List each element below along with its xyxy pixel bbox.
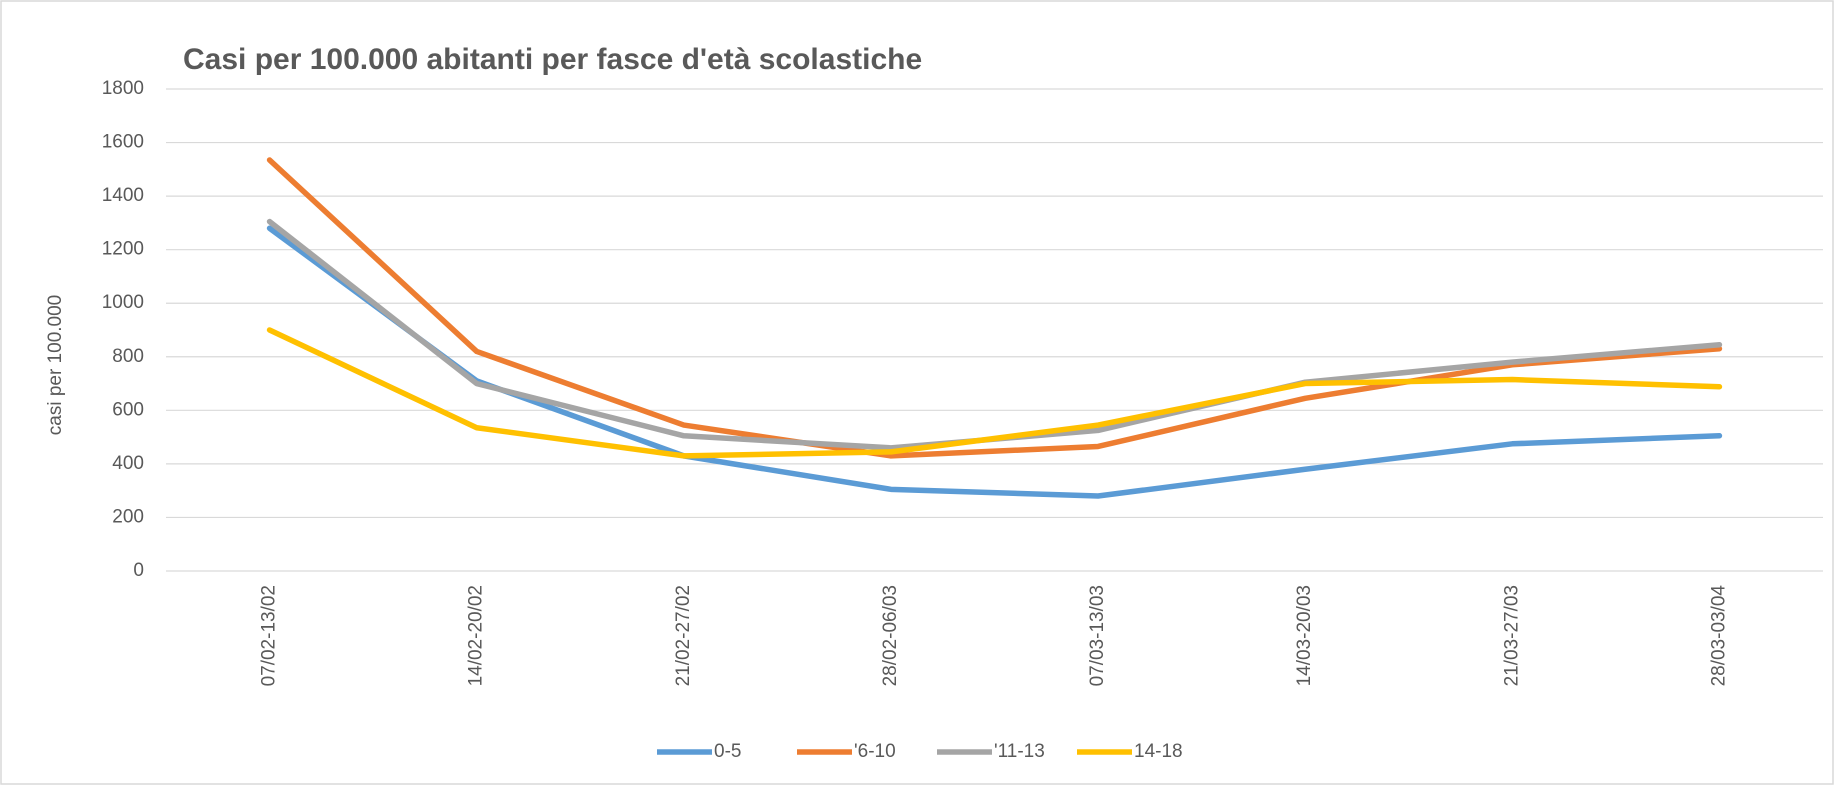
legend-item: '6-10 xyxy=(797,741,896,762)
x-tick-label: 07/03-13/03 xyxy=(1087,585,1108,686)
legend-item: 0-5 xyxy=(657,741,741,762)
y-tick-label: 1600 xyxy=(102,132,144,153)
y-tick-label: 400 xyxy=(112,453,144,474)
y-tick-label: 200 xyxy=(112,506,144,527)
x-tick-label: 14/02-20/02 xyxy=(466,585,487,686)
x-tick-label: 28/02-06/03 xyxy=(880,585,901,686)
y-tick-label: 1400 xyxy=(102,185,144,206)
series-line xyxy=(266,327,1723,459)
series-line xyxy=(266,157,1723,459)
x-tick-label: 14/03-20/03 xyxy=(1294,585,1315,686)
y-axis-label: casi per 100.000 xyxy=(45,295,66,436)
y-tick-label: 800 xyxy=(112,346,144,367)
y-tick-label: 1800 xyxy=(102,78,144,99)
legend-label: '11-13 xyxy=(994,741,1045,762)
x-tick-label: 28/03-03/04 xyxy=(1708,585,1729,687)
legend-label: '6-10 xyxy=(854,741,896,762)
legend-label: 14-18 xyxy=(1134,741,1183,762)
x-tick-label: 07/02-13/02 xyxy=(259,585,280,686)
legend-item: '11-13 xyxy=(937,741,1045,762)
chart-title: Casi per 100.000 abitanti per fasce d'et… xyxy=(183,43,922,76)
legend-item: 14-18 xyxy=(1077,741,1183,762)
y-tick-label: 1000 xyxy=(102,292,144,313)
x-tick-label: 21/03-27/03 xyxy=(1501,585,1522,686)
legend-label: 0-5 xyxy=(714,741,741,762)
y-tick-label: 600 xyxy=(112,399,144,420)
y-tick-label: 0 xyxy=(133,560,144,581)
x-tick-label: 21/02-27/02 xyxy=(673,585,694,686)
y-tick-label: 1200 xyxy=(102,239,144,260)
